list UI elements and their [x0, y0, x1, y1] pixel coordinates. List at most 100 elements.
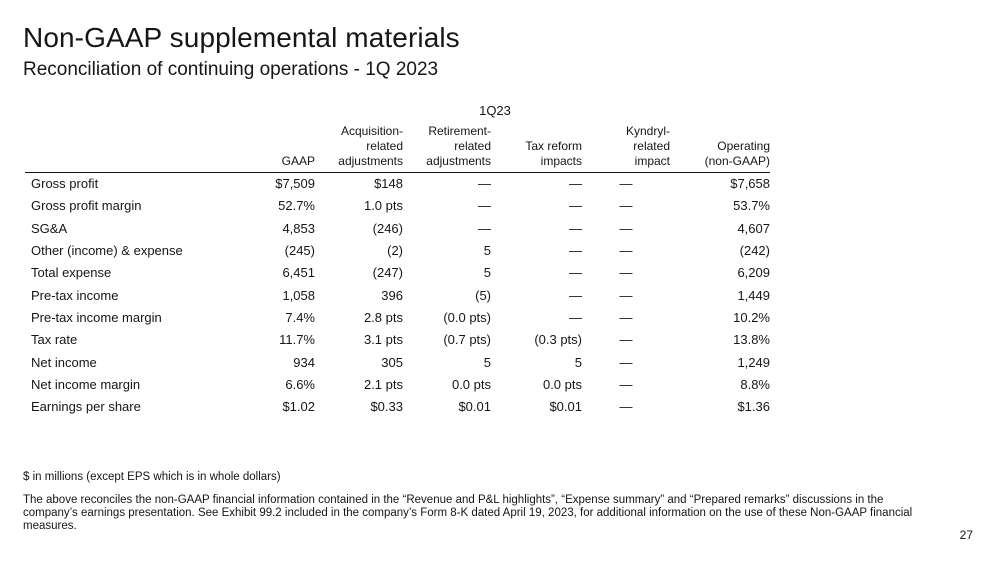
table-cell: 11.7% — [279, 332, 315, 348]
table-row: Earnings per share $1.02 $0.33 $0.01 $0.01 — $… — [25, 395, 770, 417]
table-row: Gross profit $7,509 $148 — — — $7,658 — [25, 173, 770, 195]
table-cell: — — [569, 309, 582, 325]
row-label: Net income margin — [31, 376, 141, 392]
page-title: Non-GAAP supplemental materials — [23, 22, 460, 53]
table-row: Tax rate 11.7% 3.1 pts (0.7 pts) (0.3 pts) — 1… — [25, 329, 770, 351]
table-row: Pre-tax income margin 7.4% 2.8 pts (0.0 pts… — [25, 306, 770, 328]
table-cell: $0.01 — [458, 399, 491, 415]
table-cell: (245) — [284, 243, 315, 259]
table-cell: (242) — [739, 243, 770, 259]
table-cell: — — [619, 265, 633, 281]
table-cell: (0.7 pts) — [443, 332, 491, 348]
table-cell: — — [569, 198, 582, 214]
table-cell: — — [619, 220, 633, 236]
table-cell: — — [619, 399, 633, 415]
column-header-label — [25, 124, 226, 173]
table-cell: — — [619, 309, 633, 325]
table-cell: 396 — [381, 287, 403, 303]
table-cell: 5 — [574, 354, 582, 370]
row-label: SG&A — [31, 220, 68, 236]
row-label: Net income — [31, 354, 97, 370]
table-cell: 13.8% — [733, 332, 770, 348]
table-cell: $7,658 — [730, 176, 770, 192]
table-cell: — — [619, 198, 633, 214]
table-cell: 6,209 — [737, 265, 770, 281]
table-cell: 4,853 — [282, 220, 315, 236]
column-header-gaap: GAAP — [226, 124, 315, 173]
period-header: 1Q23 — [479, 103, 511, 118]
table-cell: — — [619, 332, 633, 348]
table-cell: 1,249 — [737, 354, 770, 370]
table-cell: — — [569, 265, 582, 281]
reconciliation-table-container: GAAP Acquisition- related adjustments Re… — [25, 124, 770, 418]
table-cell: 5 — [483, 265, 491, 281]
table-cell: 5 — [483, 354, 491, 370]
row-label: Earnings per share — [31, 399, 141, 415]
table-cell: 305 — [381, 354, 403, 370]
table-header-row: GAAP Acquisition- related adjustments Re… — [25, 124, 770, 173]
table-cell: 52.7% — [278, 198, 315, 214]
table-row: Other (income) & expense (245) (2) 5 — — (242) — [25, 239, 770, 261]
row-label: Pre-tax income — [31, 287, 119, 303]
table-cell: (0.0 pts) — [443, 309, 491, 325]
table-row: Pre-tax income 1,058 396 (5) — — 1,449 — [25, 284, 770, 306]
table-cell: — — [478, 220, 491, 236]
units-note: $ in millions (except EPS which is in wh… — [23, 471, 281, 483]
table-cell: (5) — [475, 287, 491, 303]
column-header-retirement: Retirement- related adjustments — [403, 124, 491, 173]
table-cell: 6.6% — [285, 376, 315, 392]
table-cell: — — [569, 176, 582, 192]
table-cell: — — [569, 243, 582, 259]
page-subtitle: Reconciliation of continuing operations … — [23, 59, 439, 80]
table-cell: 4,607 — [737, 220, 770, 236]
table-cell: 6,451 — [282, 265, 315, 281]
table-cell: — — [569, 220, 582, 236]
table-cell: 8.8% — [740, 376, 770, 392]
table-row: Total expense 6,451 (247) 5 — — 6,209 — [25, 262, 770, 284]
table-cell: — — [619, 376, 633, 392]
table-cell: — — [478, 198, 491, 214]
table-row: Gross profit margin 52.7% 1.0 pts — — — 53.7% — [25, 195, 770, 217]
table-cell: 10.2% — [733, 309, 770, 325]
table-cell: $148 — [374, 176, 403, 192]
table-cell: 3.1 pts — [363, 332, 403, 348]
table-cell: 0.0 pts — [542, 376, 582, 392]
table-row: Net income 934 305 5 5 — 1,249 — [25, 351, 770, 373]
table-cell: 1,449 — [737, 287, 770, 303]
table-cell: — — [619, 287, 633, 303]
table-cell: 934 — [293, 354, 315, 370]
row-label: Pre-tax income margin — [31, 309, 162, 325]
table-cell: — — [478, 176, 491, 192]
table-cell: $0.33 — [370, 399, 403, 415]
table-cell: — — [569, 287, 582, 303]
table-row: Net income margin 6.6% 2.1 pts 0.0 pts 0.0 p… — [25, 373, 770, 395]
table-cell: $0.01 — [549, 399, 582, 415]
table-cell: — — [619, 243, 633, 259]
table-cell: (247) — [372, 265, 403, 281]
table-cell: 1.0 pts — [363, 198, 403, 214]
disclaimer-note: The above reconciles the non-GAAP financ… — [23, 494, 913, 532]
page-number: 27 — [959, 528, 973, 542]
column-header-acquisition: Acquisition- related adjustments — [315, 124, 403, 173]
table-cell: 2.8 pts — [363, 309, 403, 325]
column-header-kyndryl: Kyndryl- related impact — [582, 124, 670, 173]
table-cell: (246) — [372, 220, 403, 236]
row-label: Tax rate — [31, 332, 78, 348]
table-cell: $1.02 — [282, 399, 315, 415]
table-cell: 0.0 pts — [451, 376, 491, 392]
column-header-tax-reform: Tax reform impacts — [491, 124, 582, 173]
table-cell: — — [619, 176, 633, 192]
reconciliation-table: GAAP Acquisition- related adjustments Re… — [25, 124, 770, 418]
table-cell: (0.3 pts) — [534, 332, 582, 348]
column-header-operating: Operating (non-GAAP) — [670, 124, 770, 173]
table-cell: 53.7% — [733, 198, 770, 214]
table-cell: $7,509 — [275, 176, 315, 192]
table-cell: (2) — [387, 243, 403, 259]
row-label: Gross profit margin — [31, 198, 142, 214]
table-cell: 7.4% — [285, 309, 315, 325]
table-cell: 1,058 — [282, 287, 315, 303]
table-cell: — — [619, 354, 633, 370]
table-cell: 5 — [483, 243, 491, 259]
row-label: Gross profit — [31, 176, 99, 192]
table-row: SG&A 4,853 (246) — — — 4,607 — [25, 217, 770, 239]
